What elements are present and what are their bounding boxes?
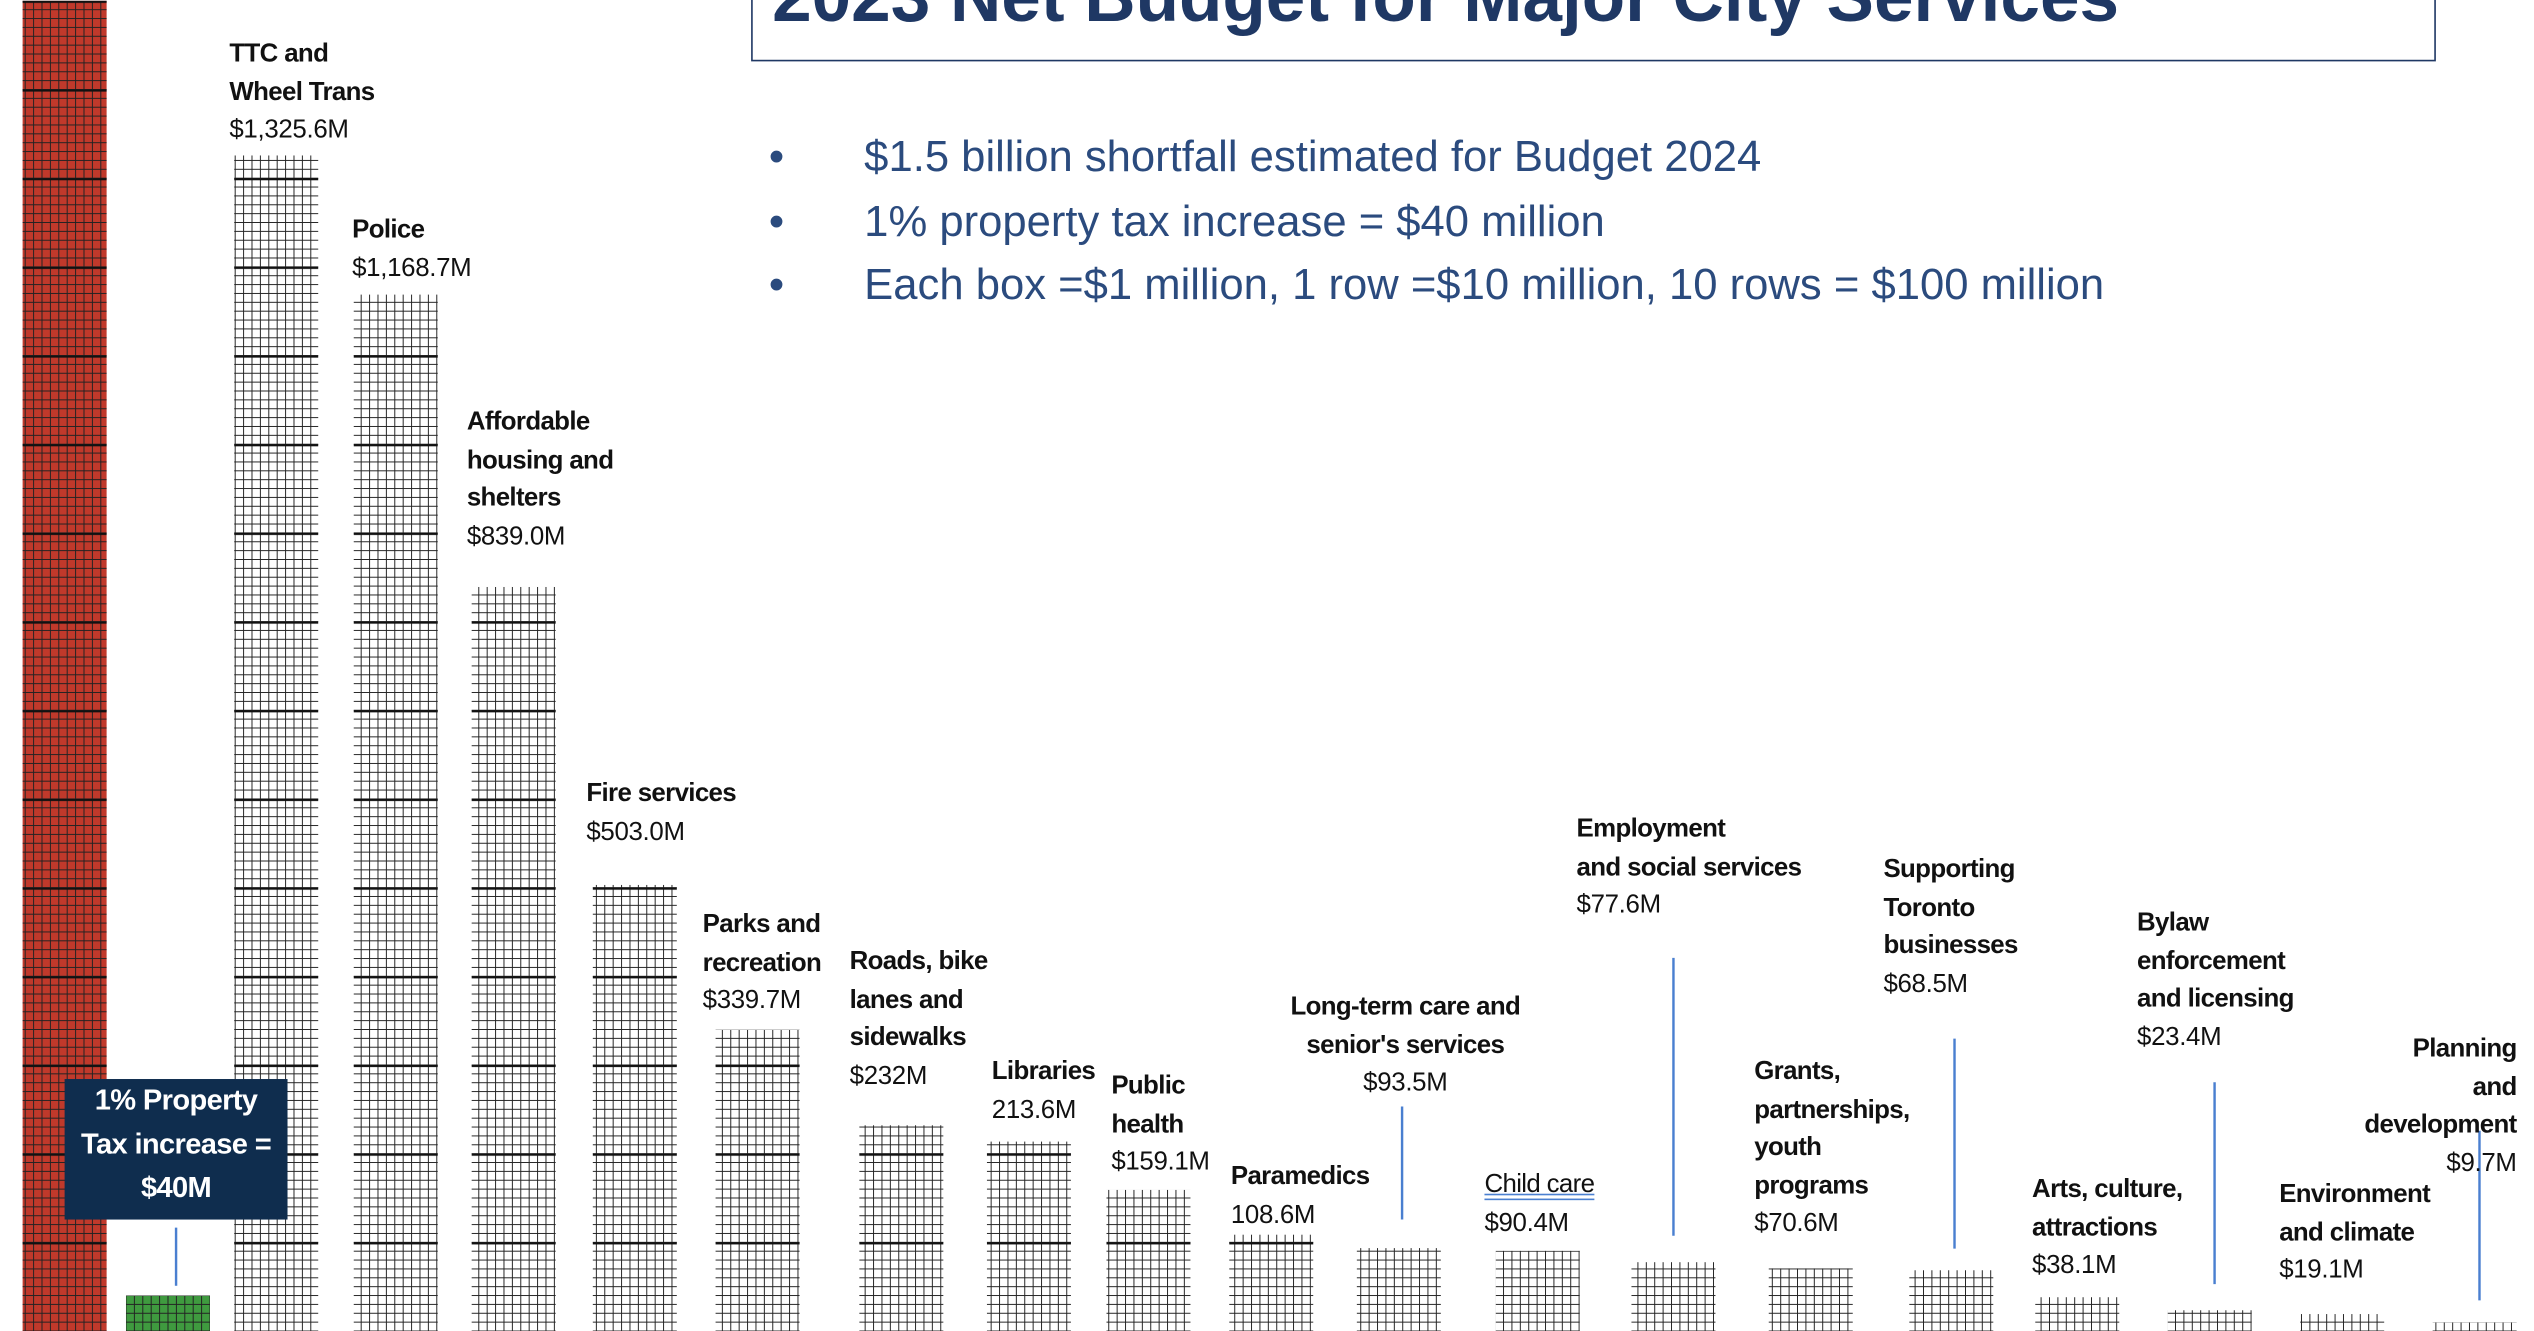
title-box: [751, 0, 2436, 62]
category-label: Arts, culture, attractions: [2032, 1175, 2183, 1242]
bar-label: Parks and recreation $339.7M: [703, 906, 822, 1020]
value-label: $90.4M: [1484, 1209, 1569, 1237]
bar-rows: [2035, 1297, 2120, 1331]
bar-rows: [1356, 1248, 1441, 1331]
bar-rows: [1909, 1270, 1994, 1331]
category-label: Bylaw enforcement and licensing: [2137, 909, 2294, 1013]
bar-label: Long-term care and senior's services $93.…: [1290, 989, 1520, 1103]
category-label: TTC and Wheel Trans: [229, 40, 375, 106]
bar-rows: [986, 1141, 1071, 1331]
category-label: Planning and development: [2364, 1035, 2517, 1139]
category-label: Parks and recreation: [702, 911, 822, 977]
category-label: Employment and social services: [1576, 815, 1802, 882]
bar-label: Environment and climate $19.1M: [2279, 1176, 2431, 1290]
bar-label: Supporting Toronto businesses $68.5M: [1883, 851, 2018, 1003]
value-label: $70.6M: [1754, 1209, 1839, 1238]
bar-label: Police $1,168.7M: [352, 212, 472, 288]
bar-rows: [2432, 1322, 2517, 1331]
value-label: $839.0M: [466, 522, 566, 551]
value-label: $9.7M: [2446, 1149, 2517, 1177]
bar-label: Arts, culture, attractions $38.1M: [2032, 1171, 2183, 1285]
bar-label: Paramedics 108.6M: [1231, 1158, 1370, 1234]
bar-label: Planning and development $9.7M: [2364, 1031, 2517, 1183]
value-label: $40M: [140, 1171, 212, 1204]
category-label: Fire services: [586, 780, 737, 808]
category-label: Child care: [1484, 1171, 1595, 1199]
annotation: Each box =$1 million, 1 row =$10 million…: [864, 260, 2105, 309]
value-label: $19.1M: [2279, 1256, 2364, 1285]
bar-rows: [2300, 1314, 2385, 1331]
bar-label: TTC and Wheel Trans $1,325.6M: [229, 36, 375, 150]
category-label: Long-term care and senior's services: [1290, 993, 1521, 1059]
value-label: $93.5M: [1363, 1069, 1448, 1097]
bar-label: Affordable housing and shelters $839.0M: [467, 404, 614, 556]
bar-label: Roads, bike lanes and sidewalks $232M: [849, 943, 989, 1095]
category-label: Grants, partnerships, youth programs: [1754, 1058, 1910, 1200]
bar-label: Libraries 213.6M: [991, 1053, 1096, 1129]
value-label: $339.7M: [702, 986, 802, 1015]
value-label: $23.4M: [2137, 1023, 2222, 1051]
category-label: Police: [352, 216, 425, 244]
bar-rows: [592, 884, 677, 1331]
value-label: 213.6M: [991, 1095, 1077, 1124]
bullet: • $1.5 billion shortfall estimated for Bu…: [768, 132, 1762, 181]
annotation: 1% property tax increase = $40 million: [864, 197, 1605, 246]
bar-rows: [859, 1125, 944, 1331]
bar-label: Grants, partnerships, youth programs $70.…: [1754, 1053, 1910, 1243]
value-label: $77.6M: [1576, 891, 1662, 920]
value-label: $1,325.6M: [229, 116, 349, 144]
bar-rows: [353, 294, 438, 1331]
bar-rows: [125, 1295, 210, 1331]
category-label: Libraries: [991, 1058, 1096, 1086]
category-label: Environment and climate: [2279, 1180, 2431, 1247]
bar-label: Bylaw enforcement and licensing $23.4M: [2137, 905, 2294, 1057]
value-label: 108.6M: [1230, 1200, 1316, 1229]
bar-rows: [2167, 1310, 2252, 1331]
category-label: Public health: [1111, 1072, 1185, 1138]
bar-rows: [1631, 1262, 1716, 1331]
bar-rows: [1768, 1268, 1853, 1331]
bar-rows: [715, 1029, 800, 1331]
value-label: $232M: [849, 1062, 928, 1090]
tax-box: 1% Property Tax increase = $40M: [64, 1079, 288, 1220]
value-label: $159.1M: [1111, 1148, 1210, 1176]
bar-rows: [1229, 1234, 1314, 1331]
bar-label: Child care $90.4M: [1484, 1166, 1595, 1242]
annotation: $1.5 billion shortfall estimated for Bud…: [864, 132, 1762, 181]
bar-label: Employment and social services $77.6M: [1577, 811, 1802, 925]
category-label: Supporting Toronto businesses: [1883, 856, 2018, 960]
bar-rows: [1495, 1250, 1580, 1331]
bar-rows: [1106, 1189, 1191, 1331]
category-label: Affordable housing and shelters: [466, 408, 614, 513]
category-label: 1% Property Tax increase =: [81, 1083, 272, 1160]
value-label: $38.1M: [2032, 1251, 2117, 1280]
bar-label: Public health $159.1M: [1111, 1068, 1210, 1182]
value-label: $1,168.7M: [352, 254, 472, 282]
category-label: Paramedics: [1230, 1163, 1370, 1191]
bullet: • 1% property tax increase = $40 million: [768, 197, 1605, 246]
category-label: Roads, bike lanes and sidewalks: [849, 948, 989, 1052]
bar-label: Fire services $503.0M: [586, 775, 736, 851]
chart-title: 2023 Net Budget for Major City Services: [772, 0, 2119, 39]
value-label: $503.0M: [586, 818, 685, 846]
bullet: • Each box =$1 million, 1 row =$10 millio…: [768, 260, 2105, 309]
bar-rows: [471, 586, 556, 1331]
value-label: $68.5M: [1883, 969, 1968, 998]
